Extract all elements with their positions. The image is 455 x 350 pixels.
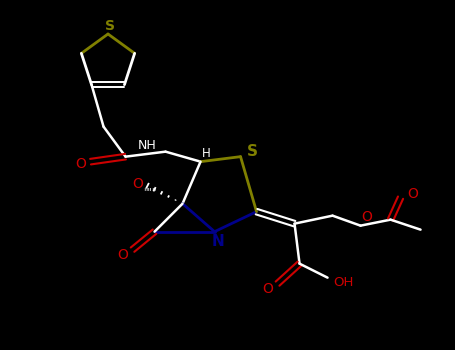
- Text: """: """: [143, 187, 156, 197]
- Text: OH: OH: [334, 276, 354, 289]
- Text: H: H: [202, 147, 211, 160]
- Text: S: S: [247, 144, 258, 159]
- Text: O: O: [132, 177, 143, 191]
- Text: O: O: [262, 282, 273, 296]
- Text: O: O: [361, 210, 372, 224]
- Text: N: N: [211, 234, 224, 249]
- Text: O: O: [117, 248, 128, 262]
- Text: O: O: [407, 187, 418, 201]
- Text: S: S: [105, 19, 115, 33]
- Text: O: O: [75, 157, 86, 171]
- Text: NH: NH: [138, 139, 157, 152]
